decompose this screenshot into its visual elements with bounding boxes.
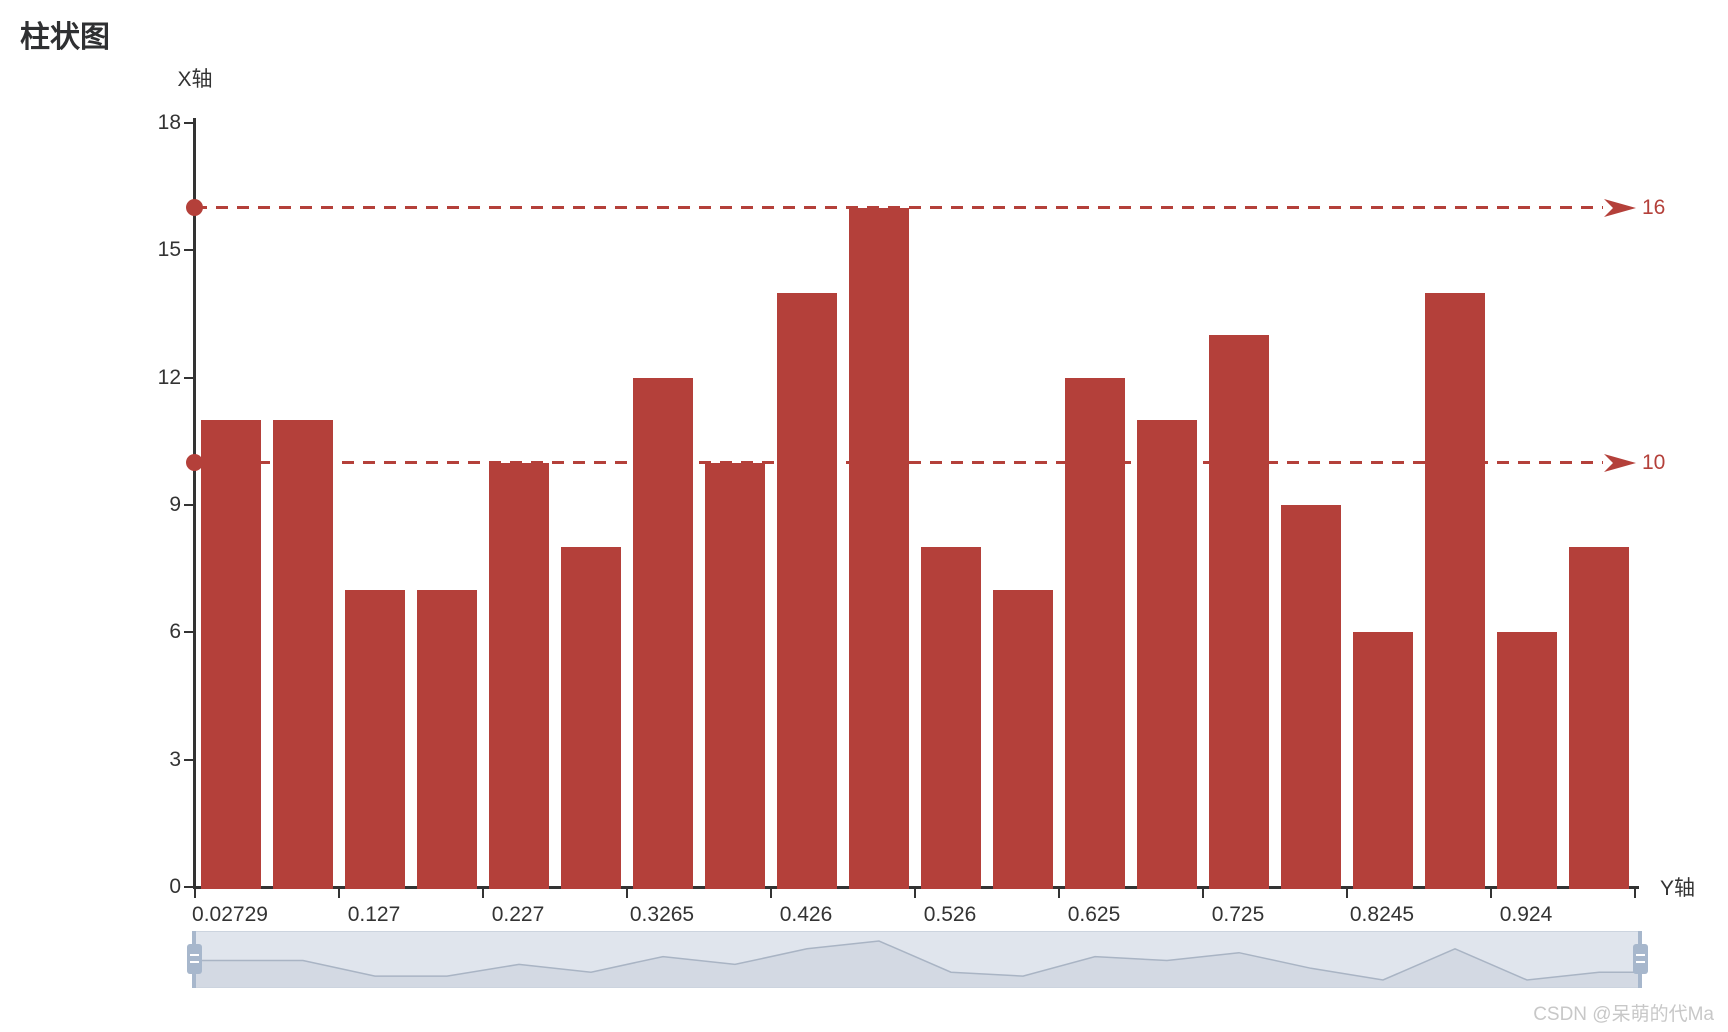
bar[interactable]: [1281, 505, 1341, 889]
bar[interactable]: [417, 589, 477, 889]
bar[interactable]: [489, 462, 549, 889]
x-axis-tick: [626, 889, 628, 898]
x-axis-tick: [482, 889, 484, 898]
x-axis-tick-label: 0.426: [779, 903, 833, 926]
markline-value-label: 10: [1642, 450, 1666, 474]
y-axis-tick-label: 9: [169, 493, 181, 516]
y-axis-tick-label: 3: [169, 747, 181, 771]
x-axis-tick: [194, 889, 196, 898]
y-axis-tick: [184, 631, 193, 634]
x-axis-tick-label: 0.8245: [1349, 903, 1415, 926]
y-axis-tick: [184, 758, 193, 761]
bar[interactable]: [921, 547, 981, 889]
markline-value-label: 16: [1642, 195, 1666, 219]
x-axis-tick-label: 0.625: [1067, 903, 1121, 926]
y-axis-tick: [184, 886, 193, 888]
bar[interactable]: [1209, 335, 1269, 889]
bar[interactable]: [1425, 292, 1485, 889]
x-axis-tick: [338, 889, 340, 898]
x-axis-tick-label: 0.3265: [629, 903, 695, 926]
markline-arrow-icon: [1604, 198, 1636, 222]
bar[interactable]: [561, 547, 621, 889]
x-axis-line: [193, 886, 1639, 889]
markline-arrow-icon: [1604, 453, 1636, 477]
y-axis-tick-label: 12: [157, 365, 181, 389]
x-axis-name: Y轴: [1660, 877, 1696, 900]
x-axis-tick: [1202, 889, 1204, 898]
markline-start-circle: [186, 454, 203, 472]
bar[interactable]: [1569, 547, 1629, 889]
y-axis-tick: [184, 504, 193, 506]
y-axis-name: X轴: [177, 68, 213, 91]
x-axis-tick: [1346, 889, 1348, 898]
bar[interactable]: [273, 420, 333, 889]
watermark: CSDN @呆萌的代Ma: [1533, 1004, 1714, 1025]
bar[interactable]: [1353, 632, 1413, 889]
y-axis-tick: [184, 376, 193, 379]
y-axis-line: [193, 118, 196, 889]
x-axis-tick-label: 0.725: [1211, 903, 1265, 926]
y-axis-tick-label: 6: [169, 620, 181, 644]
x-axis-tick: [1490, 889, 1492, 898]
markline-dashed: [195, 461, 1603, 465]
x-axis-tick-label: 0.227: [491, 903, 545, 926]
markline-start-circle: [186, 199, 203, 217]
datazoom-right-handle[interactable]: [1633, 944, 1648, 974]
bar[interactable]: [201, 420, 261, 889]
chart-title: 柱状图: [20, 21, 110, 54]
y-axis-tick-label: 0: [169, 875, 181, 898]
markline-dashed: [195, 206, 1603, 210]
x-axis-tick: [914, 889, 916, 898]
x-axis-tick-label: 0.02729: [192, 903, 268, 926]
y-axis-tick-label: 18: [157, 111, 181, 134]
x-axis-tick: [770, 889, 772, 898]
bar[interactable]: [1497, 632, 1557, 889]
x-axis-tick: [1634, 889, 1636, 898]
y-axis-tick: [184, 122, 193, 124]
bar[interactable]: [705, 462, 765, 889]
bar[interactable]: [633, 377, 693, 889]
bar[interactable]: [345, 589, 405, 889]
x-axis-tick-label: 0.924: [1499, 903, 1553, 926]
datazoom-left-handle[interactable]: [187, 944, 202, 974]
bar[interactable]: [777, 292, 837, 889]
bar[interactable]: [1065, 377, 1125, 889]
x-axis-tick-label: 0.526: [923, 903, 977, 926]
y-axis-tick: [184, 249, 193, 252]
bar[interactable]: [993, 589, 1053, 889]
y-axis-tick-label: 15: [157, 238, 181, 262]
bar[interactable]: [1137, 420, 1197, 889]
x-axis-tick: [1058, 889, 1060, 898]
bar[interactable]: [849, 207, 909, 889]
datazoom-slider[interactable]: [194, 931, 1640, 988]
x-axis-tick-label: 0.127: [347, 903, 401, 926]
